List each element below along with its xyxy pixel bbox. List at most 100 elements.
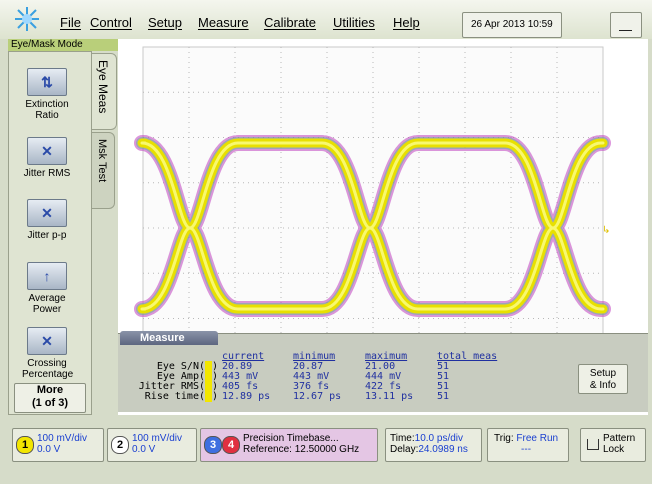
channel-marker: 1 [205,391,212,402]
cell: 51 [437,371,450,382]
pattern-text: Pattern Lock [603,433,635,455]
svg-text:↳: ↳ [602,225,610,236]
cell: 376 fs [293,381,330,392]
timebase-text: Precision Timebase... Reference: 12.50000… [243,433,359,455]
row-close: ) [212,381,219,392]
channel-marker: 1 [205,361,212,372]
channel-marker: 1 [205,381,212,392]
datetime-box: 26 Apr 2013 10:59 [462,12,562,38]
column-header: minimum [293,351,336,362]
time-text: Time:10.0 ps/div Delay:24.0989 ns [390,433,468,455]
more-page: (1 of 3) [31,397,69,409]
delay-label: Delay: [390,444,419,455]
pattern-line: Lock [603,444,625,455]
tab-label: Eye Meas [96,60,110,114]
cell: 12.67 ps [293,391,342,402]
setup-info-button[interactable]: Setup & Info [578,364,628,394]
row-label: Jitter RMS( [138,381,205,392]
column-header: maximum [365,351,408,362]
timebase-ref: Reference: 12.50000 GHz [243,444,360,455]
more-button[interactable]: More (1 of 3) [14,383,86,413]
tool-button[interactable]: ✕ Jitter p-p [14,199,80,241]
measure-title: Measure [140,332,185,344]
delay-value: 24.0989 ns [418,444,468,455]
cell: 21.00 [365,361,396,372]
tool-button[interactable]: ✕ Crossing Percentage [14,327,80,380]
cell: 405 fs [222,381,259,392]
time-label: Time: [390,433,415,444]
tool-button[interactable]: ✕ Jitter RMS [14,137,80,179]
row-close: ) [212,371,219,382]
more-label: More [36,384,64,396]
ch2-box[interactable]: 2 100 mV/div 0.0 V [107,428,197,462]
tool-icon: ↑ [27,262,67,290]
tool-button[interactable]: ⇅ Extinction Ratio [14,68,80,121]
ch-scale: 100 mV/div [132,433,183,444]
cell: 51 [437,381,450,392]
ch-badge: 3 [204,436,222,454]
row-close: ) [212,361,219,372]
cell: 51 [437,361,450,372]
time-value: 10.0 ps/div [414,433,464,444]
cell: 20.87 [293,361,324,372]
ch-badge: 4 [222,436,240,454]
ch-offset: 0.0 V [37,444,61,455]
timebase-title: Precision Timebase... [243,433,339,444]
column-header: total meas [437,351,498,362]
cell: 13.11 ps [365,391,414,402]
cell: 422 fs [365,381,402,392]
ch-badge: 1 [16,436,34,454]
tool-label: Jitter RMS [23,168,71,179]
trig-value: Free Run [516,433,559,444]
ch-badge: 2 [111,436,129,454]
trig-text: Trig: Free Run --- [494,433,558,455]
pattern-lock-button[interactable]: Pattern Lock [580,428,646,462]
column-header: current [222,351,265,362]
ch1-box[interactable]: 1 100 mV/div 0.0 V [12,428,104,462]
menu-item[interactable]: Help [393,15,420,30]
row-label: Eye Amp( [156,371,205,382]
minimize-button[interactable] [610,12,642,38]
tab-label: Msk Test [96,139,108,183]
menu-item[interactable]: Control [90,15,132,30]
menu-item[interactable]: Calibrate [264,15,317,30]
menu-item[interactable]: Utilities [333,15,375,30]
trig-sub: --- [521,444,532,455]
button-line: & Info [589,380,617,391]
cell: 443 mV [222,371,259,382]
ch-text: 100 mV/div 0.0 V [132,433,182,455]
menu-item[interactable]: File [60,15,81,30]
ch-text: 100 mV/div 0.0 V [37,433,87,455]
tool-icon: ✕ [27,137,67,165]
lock-icon [587,439,599,450]
time-box[interactable]: Time:10.0 ps/div Delay:24.0989 ns [385,428,482,462]
cell: 443 mV [293,371,330,382]
row-close: ) [212,391,219,402]
tool-label: Jitter p-p [27,230,67,241]
row-label: Eye S/N( [156,361,205,372]
channel-marker: 1 [205,371,212,382]
tab[interactable]: Msk Test [92,132,115,209]
button-line: Setup [589,368,617,379]
menu-item[interactable]: Measure [198,15,249,30]
menu-item[interactable]: Setup [148,15,182,30]
measure-tab[interactable]: Measure [120,331,218,345]
cell: 12.89 ps [222,391,271,402]
tool-label: Average Power [28,293,66,315]
timebase-box[interactable]: 3 4 Precision Timebase... Reference: 12.5… [200,428,378,462]
trig-box[interactable]: Trig: Free Run --- [487,428,569,462]
eye-trace [140,141,605,311]
datetime: 26 Apr 2013 10:59 [471,19,553,30]
cell: 20.89 [222,361,253,372]
cell: 51 [437,391,450,402]
tool-icon: ✕ [27,199,67,227]
tool-label: Crossing Percentage [22,358,74,380]
tool-icon: ⇅ [27,68,67,96]
tool-button[interactable]: ↑ Average Power [14,262,80,315]
tab[interactable]: Eye Meas [92,53,117,130]
ch-scale: 100 mV/div [37,433,88,444]
row-label: Rise time( [144,391,205,402]
logo [15,7,39,31]
ch-offset: 0.0 V [132,444,156,455]
